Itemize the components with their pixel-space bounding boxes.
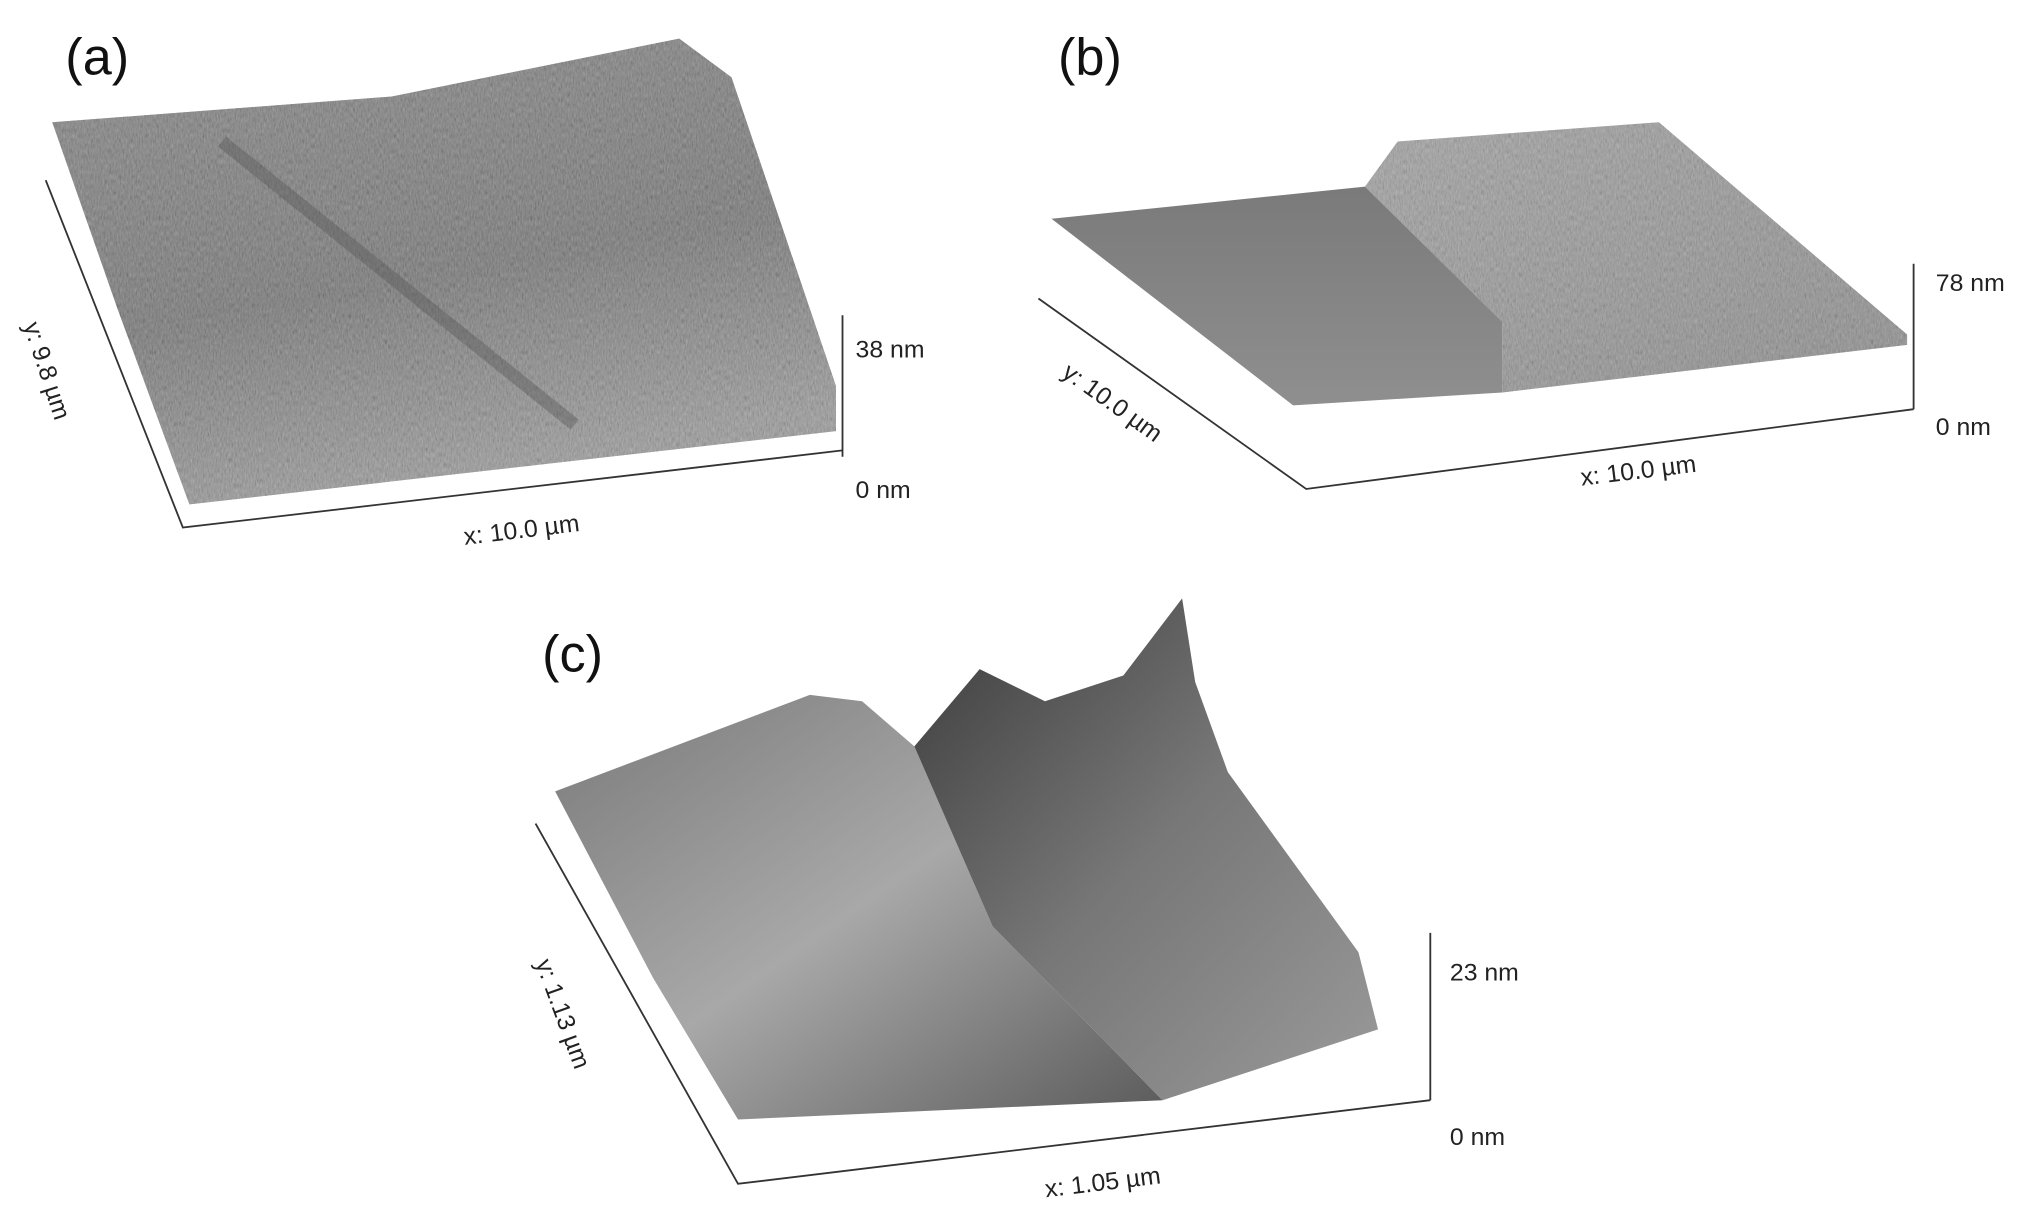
panel-label: (a) xyxy=(65,28,129,86)
x-axis-label: x: 1.05 µm xyxy=(1043,1163,1162,1204)
panel-a: (a) y: 9.8 µm x: 10.0 µm 38 nm 0 nm xyxy=(18,28,925,551)
z-top-label: 78 nm xyxy=(1936,270,2005,297)
z-bottom-label: 0 nm xyxy=(856,477,911,504)
panel-label: (b) xyxy=(1058,28,1122,86)
surface-left xyxy=(555,694,1163,1120)
surface-right xyxy=(914,598,1379,1101)
axis xyxy=(534,823,1431,1185)
panel-b: (b) y: 10.0 µm x: 10.0 µm 78 nm 0 nm xyxy=(1037,28,2005,492)
y-axis-label: y: 9.8 µm xyxy=(18,319,76,423)
x-axis-label: x: 10.0 µm xyxy=(462,510,581,551)
z-bottom-label: 0 nm xyxy=(1450,1124,1505,1151)
ridge xyxy=(217,136,579,430)
surface-texture xyxy=(52,38,836,505)
z-top-label: 38 nm xyxy=(856,337,925,364)
axis xyxy=(44,179,843,529)
axis xyxy=(1037,297,1914,490)
y-axis-label: y: 1.13 µm xyxy=(530,956,595,1073)
z-bottom-label: 0 nm xyxy=(1936,414,1991,441)
y-axis-label: y: 10.0 µm xyxy=(1057,359,1167,448)
panel-c: (c) y: 1.13 µm x: 1.05 µm 23 nm 0 nm xyxy=(530,598,1519,1203)
x-axis-label: x: 10.0 µm xyxy=(1579,451,1698,492)
surface-flat xyxy=(1051,186,1503,406)
surface-texture xyxy=(1364,122,1908,393)
panel-label: (c) xyxy=(542,625,603,683)
z-top-label: 23 nm xyxy=(1450,960,1519,987)
